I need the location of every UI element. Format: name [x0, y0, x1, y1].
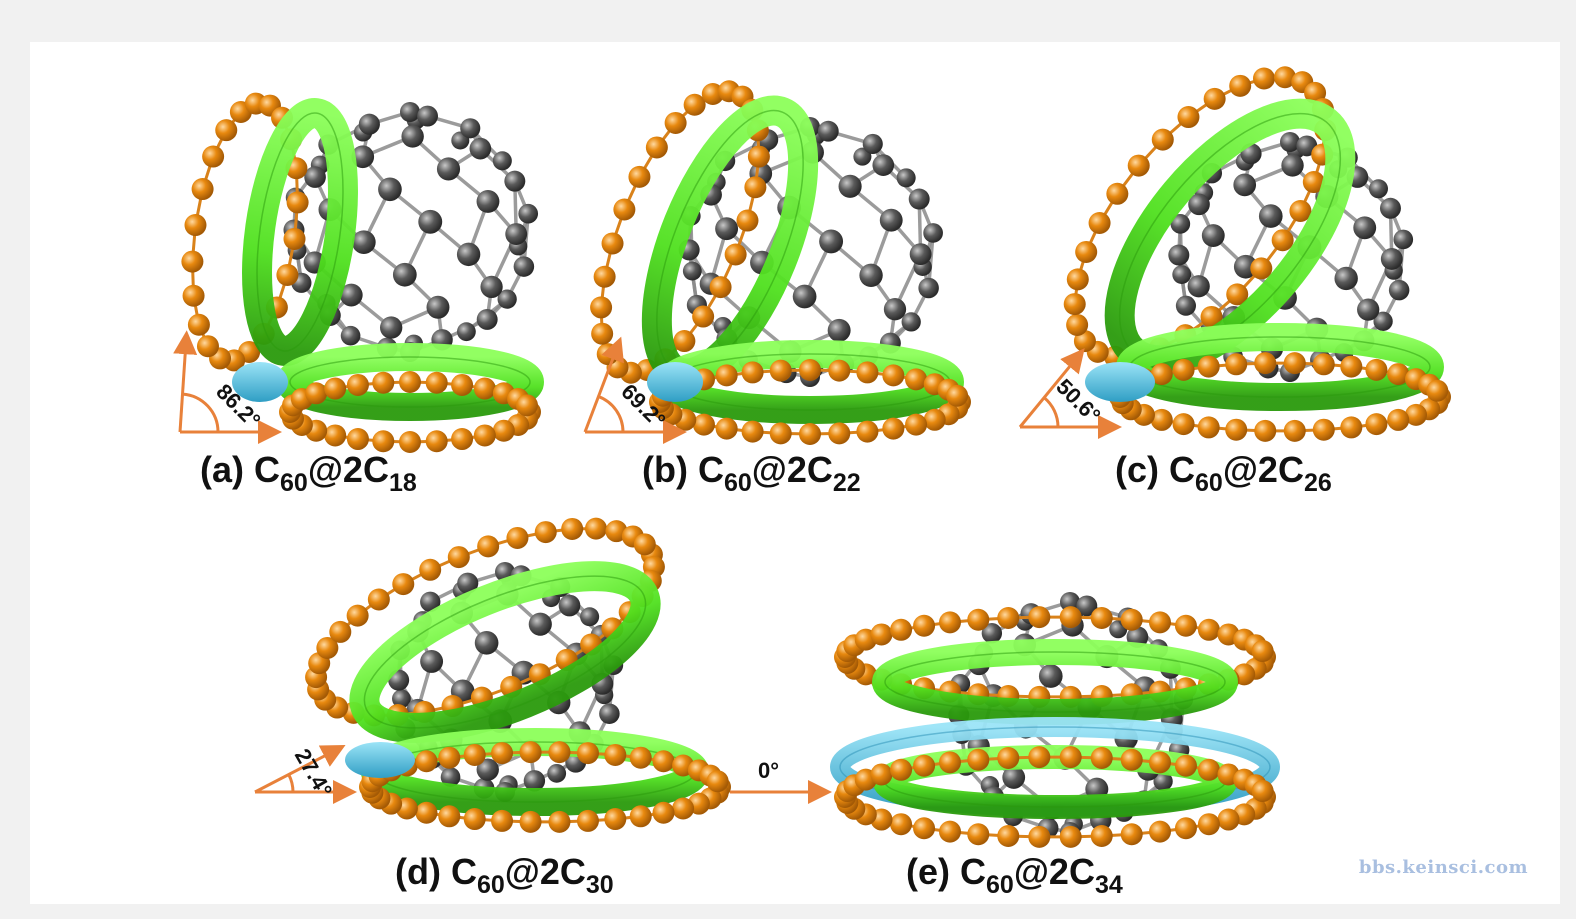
caption-b: (b) C60@2C22 [642, 449, 861, 497]
angle-label: 86.2° [211, 379, 265, 433]
caption-d: (d) C60@2C30 [395, 851, 614, 899]
panel-d: 27.4° [235, 502, 735, 833]
carbon-ring-front [279, 371, 541, 453]
tilt-arrow [254, 745, 346, 794]
angle-indicator-d: 27.4° [254, 744, 357, 804]
caption-a: (a) C60@2C18 [200, 449, 417, 497]
caption-c: (c) C60@2C26 [1115, 449, 1332, 497]
panel-b: 69.2° [560, 62, 971, 445]
green-surface [872, 639, 1238, 725]
carbon-ring [834, 606, 1276, 708]
cyan-surface [1085, 362, 1155, 402]
green-surface [349, 561, 661, 743]
tilt-arrow [173, 330, 198, 433]
panel-a: 86.2° [160, 82, 544, 453]
angle-label: 0° [758, 758, 779, 783]
molecule-c [1063, 66, 1451, 442]
panel-c: 50.6° [1000, 47, 1451, 442]
cyan-surface [232, 362, 288, 402]
tilt-arrow [1018, 348, 1085, 428]
angle-indicator-b: 69.2° [583, 336, 687, 444]
cyan-surface [647, 362, 703, 402]
green-surface [242, 98, 358, 366]
molecule-a [181, 92, 544, 453]
watermark: bbs.keinsci.com [1358, 857, 1528, 878]
molecule-b [590, 80, 971, 445]
tilt-arrow [583, 336, 624, 433]
panel-e: 0° [710, 582, 1280, 852]
caption-e: (e) C60@2C34 [906, 851, 1123, 899]
angle-arc [182, 392, 220, 433]
angle-indicator-e: 0° [730, 758, 832, 804]
molecule-e [830, 592, 1280, 848]
carbon-ring-front [834, 746, 1276, 848]
angle-arc [1043, 396, 1060, 428]
figure-canvas: 86.2° (a) C60@2C18 69.2° (b) C60@2C22 50… [30, 42, 1560, 904]
molecule-d [305, 517, 731, 833]
angle-label: 50.6° [1051, 374, 1105, 428]
angle-arc [287, 773, 295, 793]
angle-label: 69.2° [616, 379, 670, 433]
cyan-surface [345, 742, 415, 778]
angle-arc [597, 395, 625, 433]
green-surface [276, 343, 544, 421]
angle-indicator-c: 50.6° [1018, 348, 1122, 439]
angle-indicator-a: 86.2° [173, 330, 282, 444]
